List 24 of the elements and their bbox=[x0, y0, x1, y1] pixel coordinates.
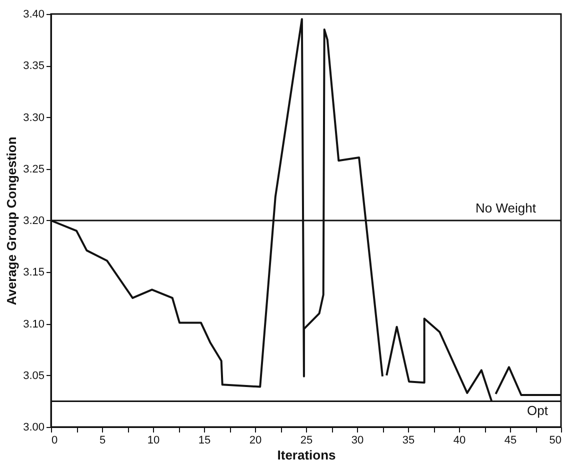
x-tick-label: 40 bbox=[453, 434, 466, 446]
ref-line-label: No Weight bbox=[476, 200, 536, 216]
x-tick-label: 45 bbox=[504, 434, 517, 446]
y-tick-label: 3.05 bbox=[23, 370, 44, 382]
x-tick-label: 25 bbox=[300, 434, 313, 446]
y-tick-label: 3.00 bbox=[23, 422, 44, 434]
y-tick-label: 3.20 bbox=[23, 215, 44, 227]
x-tick-label: 35 bbox=[402, 434, 415, 446]
x-axis-title: Iterations bbox=[277, 448, 336, 462]
x-tick-label: 15 bbox=[198, 434, 211, 446]
x-tick-label: 10 bbox=[147, 434, 160, 446]
x-tick-label: 50 bbox=[549, 434, 562, 446]
ref-line-label: Opt bbox=[527, 403, 548, 418]
y-tick-label: 3.15 bbox=[23, 266, 44, 279]
x-tick-label: 20 bbox=[249, 434, 262, 446]
x-tick-label: 30 bbox=[351, 434, 364, 446]
y-tick-label: 3.30 bbox=[23, 112, 44, 124]
x-tick-label: 0 bbox=[52, 434, 58, 446]
y-tick-label: 3.40 bbox=[23, 8, 44, 20]
y-tick-label: 3.10 bbox=[23, 318, 44, 330]
y-tick-label: 3.35 bbox=[23, 60, 44, 72]
y-axis-title: Average Group Congestion bbox=[4, 136, 20, 306]
x-tick-label: 5 bbox=[99, 434, 106, 446]
y-tick-label: 3.25 bbox=[23, 163, 44, 176]
